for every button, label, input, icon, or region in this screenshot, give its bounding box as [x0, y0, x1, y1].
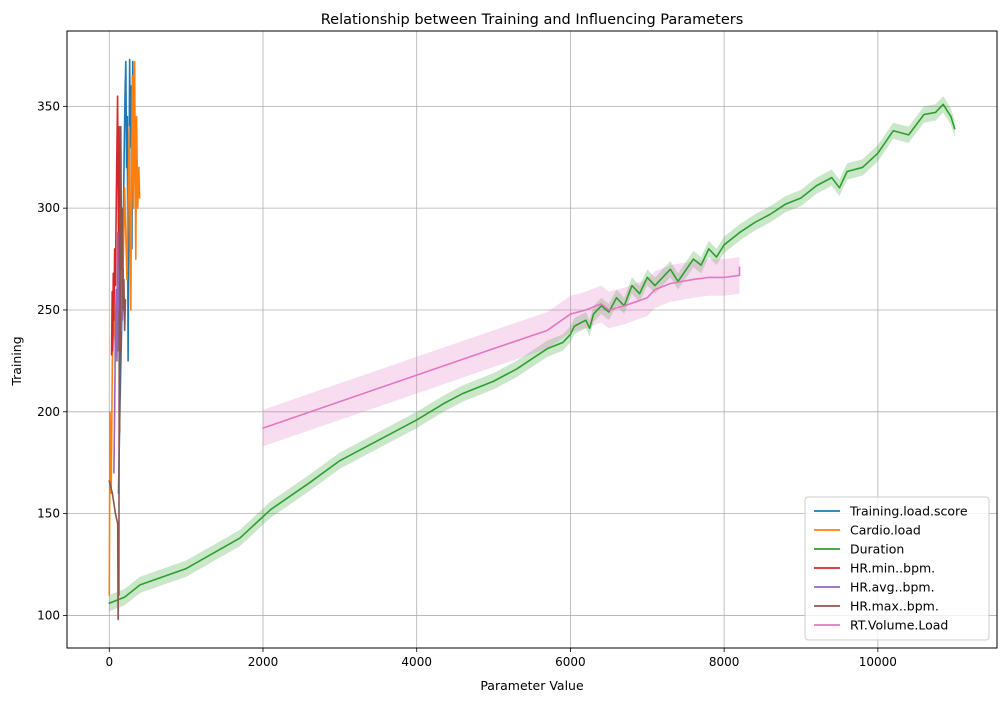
- legend-label-hr-min-bpm: HR.min..bpm.: [850, 561, 935, 576]
- y-tick-label: 350: [37, 99, 60, 113]
- duration-line: [108, 103, 956, 605]
- axis-ticks: 0 2000 4000 6000 8000 10000 100 150 200 250 300 350: [37, 99, 897, 669]
- series-lines: [108, 58, 956, 621]
- grid: [67, 31, 997, 648]
- legend-label-training-load-score: Training.load.score: [849, 504, 968, 519]
- x-tick-label: 2000: [248, 655, 279, 669]
- duration-band: [109, 96, 955, 612]
- legend-label-cardio-load: Cardio.load: [850, 523, 921, 538]
- x-tick-label: 8000: [709, 655, 740, 669]
- x-tick-label: 10000: [859, 655, 897, 669]
- y-tick-label: 200: [37, 405, 60, 419]
- hr-max-bpm-line: [108, 125, 127, 621]
- legend-label-hr-avg-bpm: HR.avg..bpm.: [850, 580, 935, 595]
- legend-label-hr-max-bpm: HR.max..bpm.: [850, 599, 939, 614]
- y-tick-label: 100: [37, 608, 60, 622]
- hr-avg-bpm-line: [113, 207, 124, 474]
- x-tick-label: 6000: [555, 655, 586, 669]
- y-axis-title: Training: [9, 336, 24, 386]
- y-tick-label: 300: [37, 201, 60, 215]
- legend-label-rt-volume-load: RT.Volume.Load: [850, 618, 948, 633]
- legend-box: [804, 496, 990, 641]
- y-tick-label: 250: [37, 303, 60, 317]
- chart-title: Relationship between Training and Influe…: [321, 12, 744, 28]
- confidence-bands: [109, 96, 955, 612]
- legend-label-duration: Duration: [850, 542, 904, 557]
- rt-volume-load-band: [262, 248, 740, 447]
- x-axis-title: Parameter Value: [480, 678, 584, 693]
- y-tick-label: 150: [37, 507, 60, 521]
- plot-frame: [66, 30, 998, 649]
- x-tick-label: 0: [105, 655, 113, 669]
- rt-volume-load-line: [262, 266, 741, 429]
- x-tick-label: 4000: [401, 655, 432, 669]
- legend: Training.load.score Cardio.load Duration HR…: [804, 496, 990, 641]
